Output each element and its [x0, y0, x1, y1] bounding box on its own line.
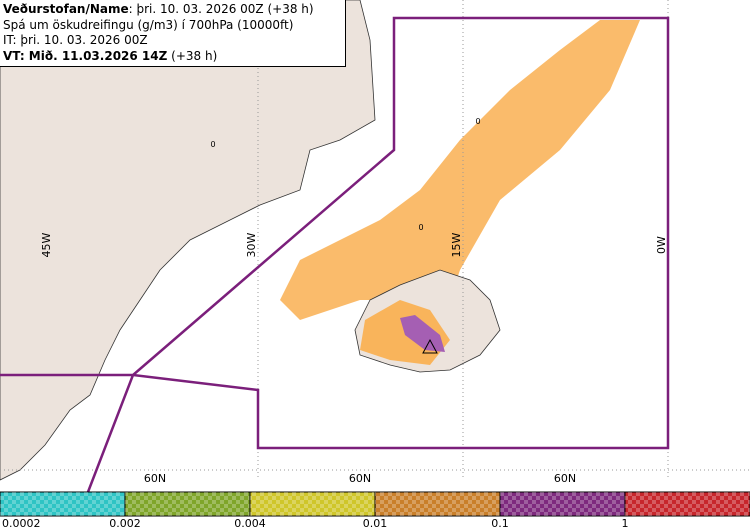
legend-pattern [625, 492, 750, 516]
greenland [0, 0, 376, 481]
header-bold: Veðurstofan/Name [3, 2, 129, 16]
plume [280, 20, 640, 320]
lat-label: 60N [144, 472, 166, 485]
header-line: Spá um öskudreifingu (g/m3) í 700hPa (10… [3, 17, 294, 32]
lon-label: 30W [245, 232, 258, 257]
legend-label: 0.1 [491, 517, 509, 530]
legend-pattern [375, 492, 500, 516]
zero-label: 0 [210, 140, 215, 149]
volcano [422, 338, 438, 354]
header-line: Veðurstofan/Name: þri. 10. 03. 2026 00Z … [3, 2, 342, 18]
zero-label: 0 [418, 223, 423, 232]
legend-label: 0.01 [363, 517, 388, 530]
legend-pattern [250, 492, 375, 516]
lat-label: 60N [349, 472, 371, 485]
lon-label: 15W [450, 232, 463, 257]
legend: 0.0002 0.002 0.004 0.01 0.1 1 [0, 491, 750, 530]
header: Veðurstofan/Name: þri. 10. 03. 2026 00Z … [0, 0, 346, 67]
lon-label: 0W [655, 236, 668, 254]
legend-label: 0.004 [234, 517, 266, 530]
legend-pattern [500, 492, 625, 516]
legend-label: 1 [622, 517, 629, 530]
header-text: (+38 h) [167, 48, 218, 63]
zero-label: 0 [475, 117, 480, 126]
legend-pattern [125, 492, 250, 516]
legend-pattern [0, 492, 125, 516]
lat-label: 60N [554, 472, 576, 485]
region-boundary [0, 16, 670, 493]
legend-label: 0.0002 [2, 517, 41, 530]
plume-high [400, 315, 445, 352]
header-text: : þri. 10. 03. 2026 00Z (+38 h) [128, 2, 314, 16]
header-line: VT: Mið. 11.03.2026 14Z (+38 h) [3, 49, 342, 65]
lon-label: 45W [40, 232, 53, 257]
legend-label: 0.002 [109, 517, 141, 530]
header-line: IT: þri. 10. 03. 2026 00Z [3, 33, 148, 47]
header-bold: VT: Mið. 11.03.2026 14Z [3, 48, 168, 63]
